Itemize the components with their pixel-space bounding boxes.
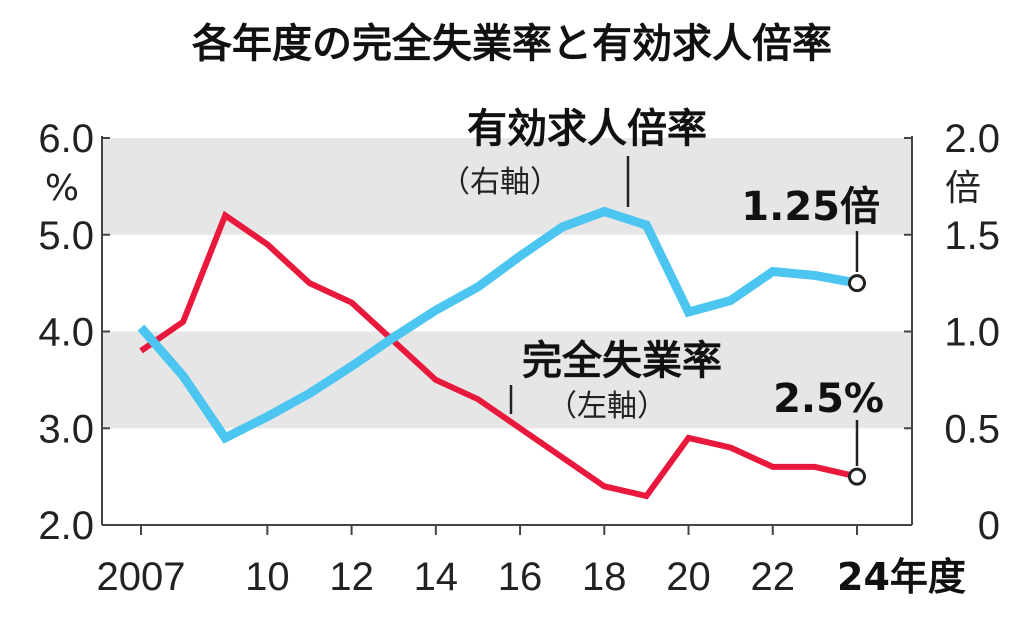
jobs-series-axis-note: （右軸） bbox=[440, 165, 560, 200]
left-tick-label: 3.0 bbox=[38, 407, 94, 451]
jobs-series-label: 有効求人倍率 bbox=[467, 106, 707, 152]
unemployment-rate-line bbox=[139, 210, 858, 500]
x-tick-label: 18 bbox=[582, 555, 627, 599]
left-tick-label: 4.0 bbox=[38, 311, 94, 355]
series-lines bbox=[137, 206, 858, 500]
unemp-end-label: 2.5% bbox=[773, 376, 884, 422]
left-tick-label: 5.0 bbox=[38, 214, 94, 258]
plot-frame bbox=[101, 136, 913, 526]
left-axis-unit: % bbox=[45, 168, 79, 209]
x-tick-label: 14 bbox=[414, 555, 459, 599]
x-tick-label: 20 bbox=[666, 555, 711, 599]
left-tick-label: 2.0 bbox=[38, 504, 94, 548]
right-axis-unit: 倍 bbox=[945, 168, 981, 209]
unemployment-end-marker bbox=[848, 467, 866, 486]
left-tick-label: 6.0 bbox=[38, 117, 94, 161]
bands bbox=[102, 138, 912, 429]
band-0 bbox=[102, 138, 912, 235]
unemp-series-axis-note: （左軸） bbox=[547, 389, 667, 424]
x-axis: 2007 10 12 14 16 18 20 22 24年度 bbox=[97, 525, 966, 599]
jobs-end-label: 1.25倍 bbox=[741, 184, 880, 230]
right-tick-label: 1.0 bbox=[944, 311, 1000, 355]
x-tick-label: 22 bbox=[751, 555, 796, 599]
band-1 bbox=[102, 331, 912, 429]
right-tick-label: 0.5 bbox=[944, 407, 1000, 451]
right-tick-label: 1.5 bbox=[944, 214, 1000, 258]
jobs-end-marker bbox=[848, 274, 866, 293]
x-tick-label: 12 bbox=[329, 555, 374, 599]
end-markers bbox=[848, 274, 866, 486]
x-tick-label: 16 bbox=[498, 555, 543, 599]
right-axis: 0 0.5 1.0 1.5 2.0 bbox=[944, 117, 1000, 548]
left-axis: 2.0 3.0 4.0 5.0 6.0 bbox=[38, 117, 94, 548]
x-tick-label: 2007 bbox=[97, 555, 186, 599]
unemp-series-label: 完全失業率 bbox=[522, 338, 722, 384]
x-tick-label: 24年度 bbox=[837, 555, 966, 599]
x-tick-label: 10 bbox=[245, 555, 290, 599]
right-tick-label: 2.0 bbox=[944, 117, 1000, 161]
right-tick-label: 0 bbox=[978, 504, 1000, 548]
chart-title: 各年度の完全失業率と有効求人倍率 bbox=[192, 21, 832, 67]
jobs-ratio-line bbox=[137, 206, 858, 444]
